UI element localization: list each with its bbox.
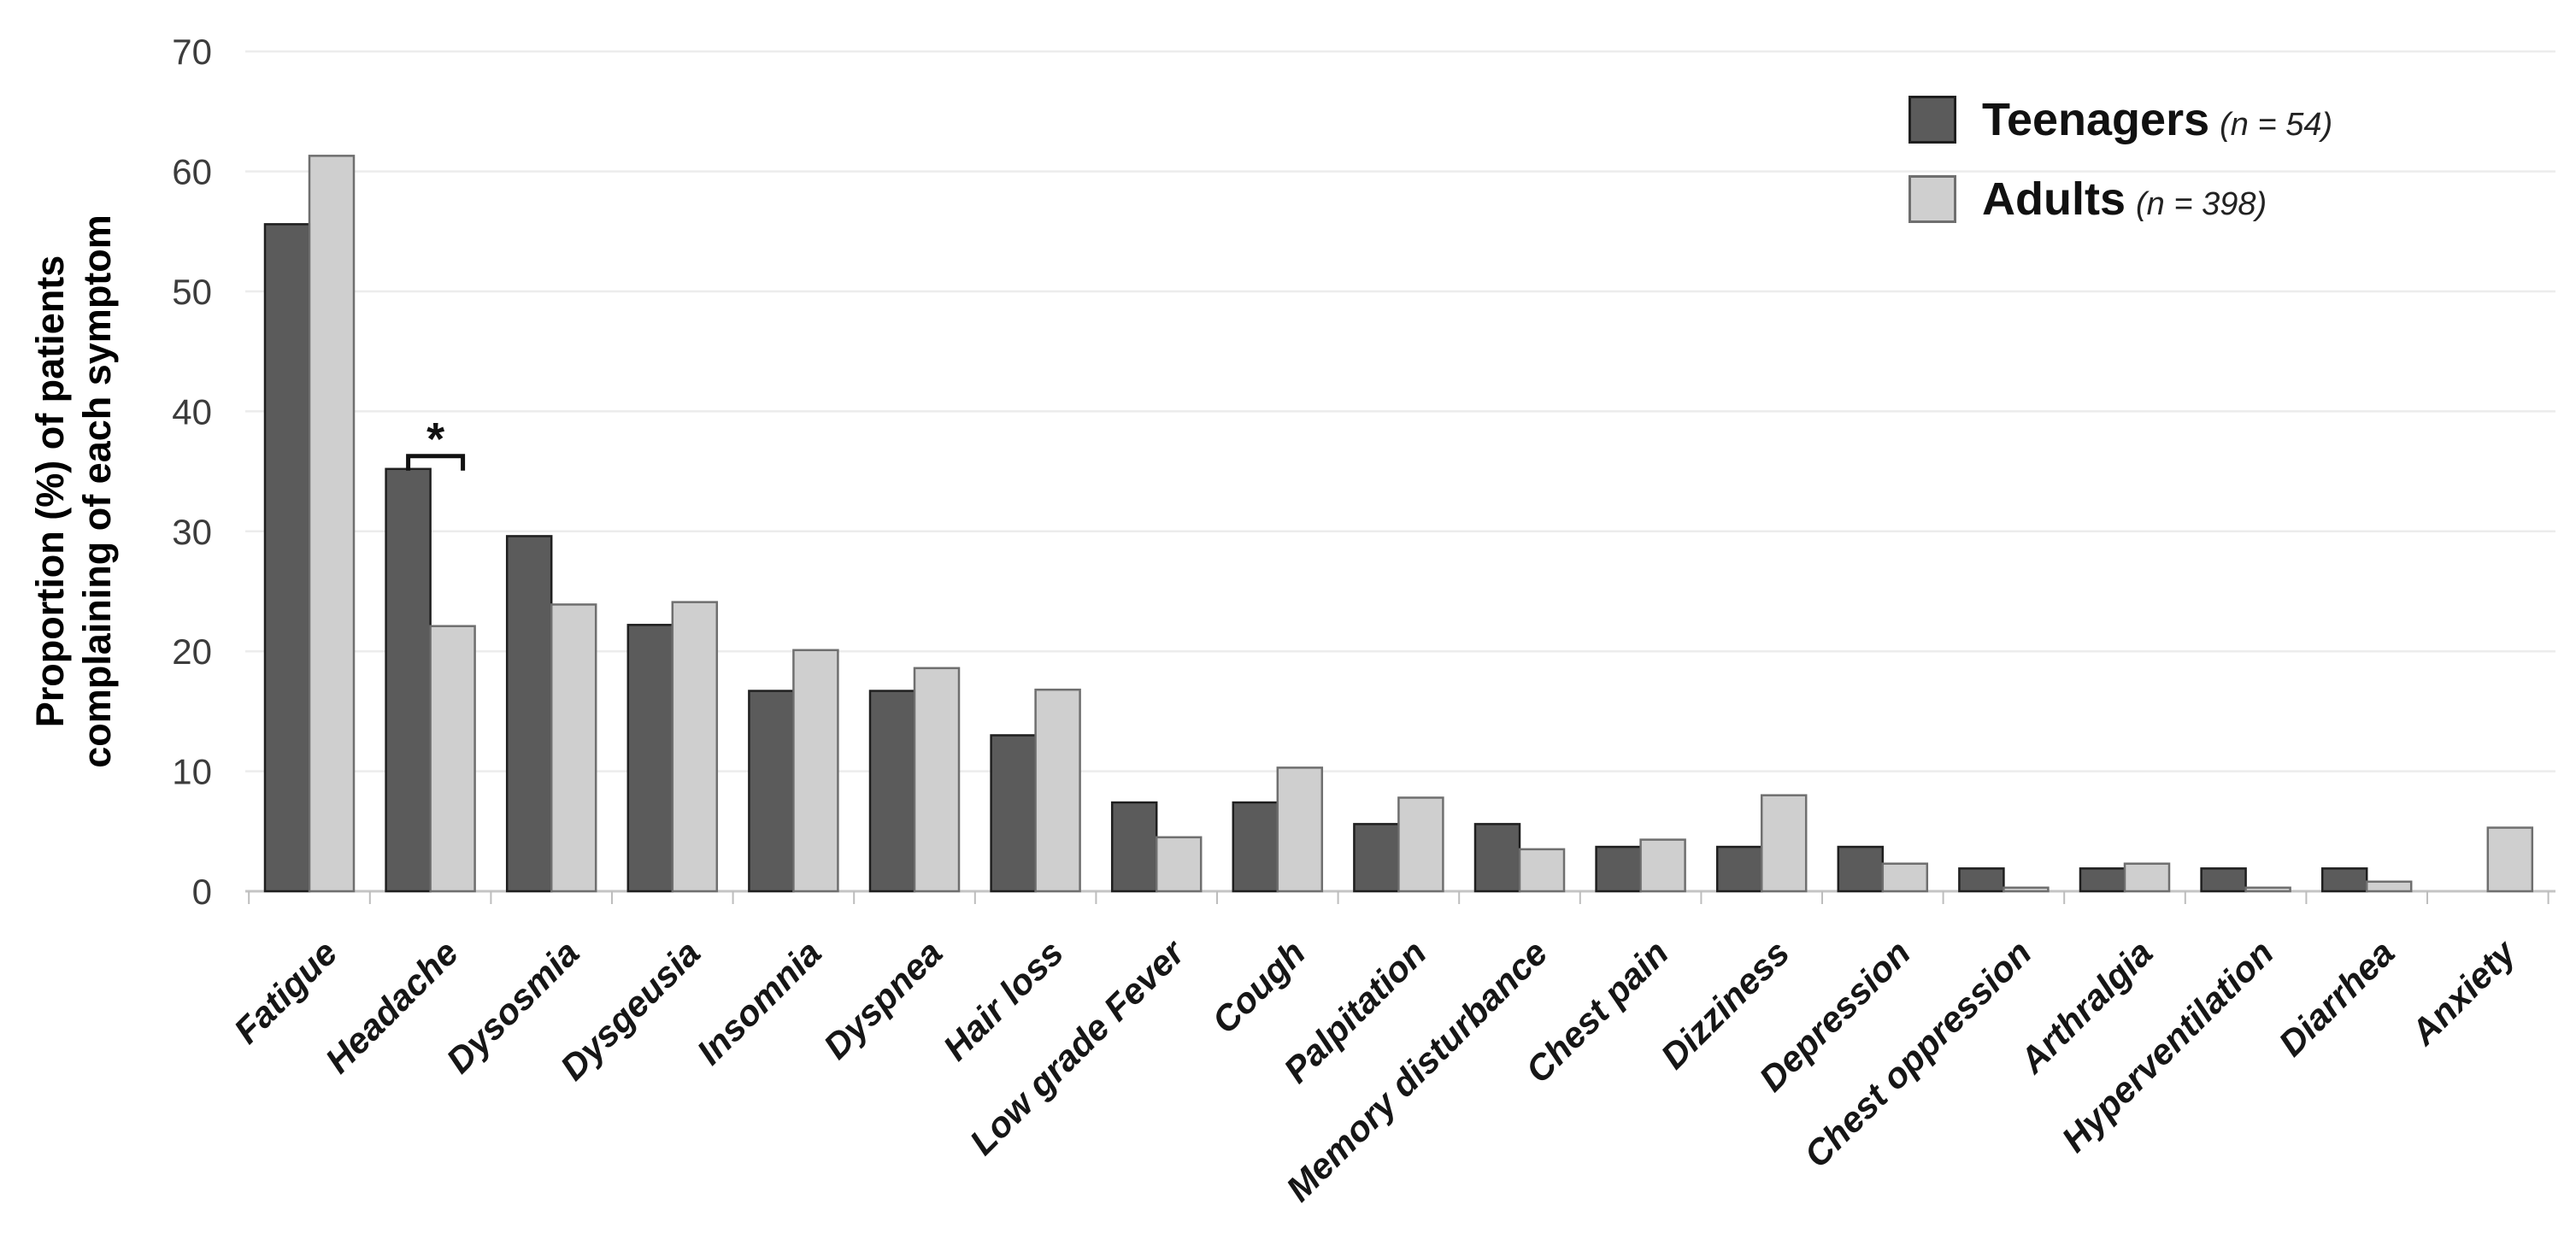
bar-adults-chest-oppression	[2003, 886, 2050, 893]
bar-adults-chest-pain	[1639, 838, 1686, 893]
bar-teenagers-dyspnea	[868, 690, 916, 893]
bar-teenagers-hair-loss	[990, 734, 1037, 893]
bar-teenagers-headache	[385, 467, 432, 893]
bar-adults-palpitation	[1397, 796, 1444, 893]
bar-adults-anxiety	[2486, 826, 2534, 893]
bar-adults-low-grade-fever	[1155, 836, 1203, 893]
legend-item-adults: Adults (n = 398)	[1908, 173, 2332, 225]
y-tick-label: 30	[172, 512, 212, 552]
bar-adults-dysosmia	[550, 603, 597, 893]
bar-teenagers-chest-oppression	[1958, 867, 2005, 893]
bar-teenagers-palpitation	[1353, 823, 1400, 893]
bar-adults-diarrhea	[2365, 880, 2413, 893]
y-tick-label: 10	[172, 752, 212, 792]
bar-adults-insomnia	[792, 649, 839, 893]
y-tick-label: 0	[192, 872, 212, 912]
bar-adults-hair-loss	[1034, 688, 1081, 893]
adults-swatch	[1908, 175, 1956, 223]
x-axis-label: Cough	[1204, 932, 1313, 1041]
bar-teenagers-insomnia	[748, 690, 795, 893]
significance-asterisk: *	[426, 414, 444, 465]
bar-teenagers-depression	[1837, 845, 1885, 893]
bar-adults-headache	[429, 625, 476, 893]
x-axis-label: Hyperventilation	[2054, 932, 2281, 1160]
legend-item-teenagers: Teenagers (n = 54)	[1908, 94, 2332, 145]
x-axis-label: Diarrhea	[2271, 932, 2403, 1064]
bar-teenagers-low-grade-fever	[1110, 801, 1158, 893]
bar-teenagers-fatigue	[263, 223, 311, 893]
legend-text-adults: Adults (n = 398)	[1982, 173, 2267, 226]
y-tick-label: 50	[172, 272, 212, 312]
bar-adults-dizziness	[1760, 794, 1808, 893]
bar-teenagers-dysgeusia	[626, 624, 674, 893]
bar-teenagers-arthralgia	[2079, 867, 2126, 893]
y-tick-label: 70	[172, 32, 212, 72]
y-tick-label: 40	[172, 391, 212, 432]
y-tick-label: 20	[172, 631, 212, 672]
bar-adults-dysgeusia	[671, 601, 719, 893]
bar-adults-dyspnea	[913, 667, 961, 893]
x-axis-label: Chest oppression	[1797, 932, 2039, 1175]
bar-adults-depression	[1881, 862, 1929, 893]
bar-teenagers-diarrhea	[2320, 867, 2368, 893]
legend-n-teenagers: (n = 54)	[2220, 107, 2333, 143]
teenagers-swatch	[1908, 96, 1956, 144]
bar-teenagers-cough	[1232, 801, 1279, 893]
bar-adults-fatigue	[308, 155, 356, 893]
bar-teenagers-chest-pain	[1595, 845, 1642, 893]
bar-teenagers-dizziness	[1715, 845, 1763, 893]
legend-name-teenagers: Teenagers	[1982, 94, 2210, 145]
x-axis-label: Anxiety	[2403, 931, 2525, 1053]
bar-adults-cough	[1276, 766, 1324, 893]
bar-adults-memory-disturbance	[1518, 848, 1566, 893]
bar-teenagers-hyperventilation	[2200, 867, 2247, 893]
x-axis-label: Insomnia	[689, 932, 829, 1072]
legend-text-teenagers: Teenagers (n = 54)	[1982, 93, 2332, 146]
legend-n-adults: (n = 398)	[2136, 186, 2267, 222]
x-axis-label: Fatigue	[226, 932, 345, 1051]
x-axis-label: Dyspnea	[815, 932, 950, 1066]
bar-teenagers-memory-disturbance	[1473, 823, 1521, 893]
bar-teenagers-dysosmia	[505, 535, 553, 893]
significance-bracket	[406, 454, 466, 471]
bar-adults-arthralgia	[2123, 862, 2171, 893]
legend-name-adults: Adults	[1982, 173, 2126, 225]
x-axis-label: Low grade Fever	[962, 931, 1193, 1162]
bar-adults-hyperventilation	[2244, 886, 2291, 893]
legend: Teenagers (n = 54) Adults (n = 398)	[1908, 94, 2332, 225]
y-tick-label: 60	[172, 152, 212, 192]
